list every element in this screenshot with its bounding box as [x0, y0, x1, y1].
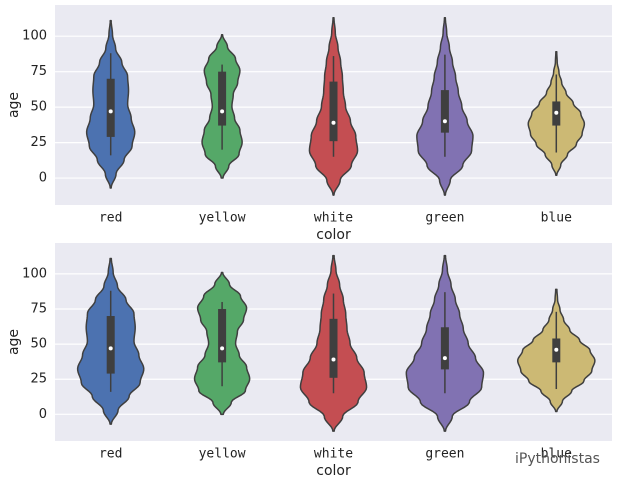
y-tick-label: 50 — [30, 100, 47, 115]
box — [329, 318, 338, 378]
median — [331, 120, 336, 125]
y-tick-label: 0 — [39, 407, 47, 422]
median — [442, 119, 447, 124]
y-tick-label: 0 — [39, 171, 47, 186]
x-tick-label: red — [99, 211, 122, 226]
y-tick-label: 25 — [30, 135, 47, 150]
median — [220, 346, 225, 351]
median — [442, 356, 447, 361]
x-tick-label: white — [314, 211, 353, 226]
y-axis-label: age — [6, 92, 22, 118]
y-tick-label: 50 — [30, 337, 47, 352]
x-tick-label: yellow — [199, 447, 246, 462]
y-tick-label: 75 — [30, 64, 47, 79]
x-tick-label: green — [425, 447, 464, 462]
x-axis-label: color — [316, 227, 351, 243]
median — [108, 346, 113, 351]
x-tick-label: yellow — [199, 211, 246, 226]
median — [108, 109, 113, 114]
y-tick-label: 25 — [30, 372, 47, 387]
median — [220, 109, 225, 114]
y-tick-label: 100 — [22, 29, 47, 44]
y-axis-label: age — [6, 329, 22, 355]
median — [331, 357, 336, 362]
x-tick-label: white — [314, 447, 353, 462]
y-tick-label: 100 — [22, 266, 47, 281]
x-tick-label: blue — [541, 211, 572, 226]
box — [440, 327, 449, 370]
median — [554, 110, 559, 115]
box — [329, 81, 338, 142]
x-tick-label: blue — [541, 447, 572, 462]
y-tick-label: 75 — [30, 302, 47, 317]
x-axis-label: color — [316, 463, 351, 479]
watermark: iPythonistas — [515, 451, 600, 467]
box — [218, 309, 227, 363]
box — [106, 78, 115, 137]
box — [218, 71, 227, 126]
x-tick-label: green — [425, 211, 464, 226]
median — [554, 347, 559, 352]
x-tick-label: red — [99, 447, 122, 462]
box — [440, 90, 449, 133]
box — [106, 316, 115, 374]
